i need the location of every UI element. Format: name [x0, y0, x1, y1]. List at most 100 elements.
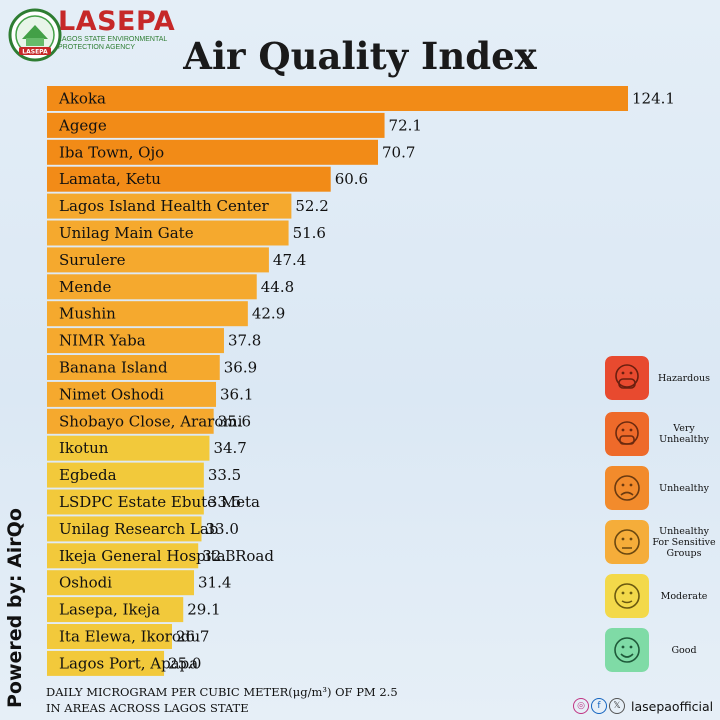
bar-11 [47, 381, 217, 407]
bar-label-5: Unilag Main Gate [59, 224, 194, 242]
bar-5 [47, 220, 289, 246]
bar-label-7: Mende [59, 278, 111, 296]
footnote-line-1: DAILY MICROGRAM PER CUBIC METER(μg/m³) O… [46, 685, 398, 699]
bar-label-19: Lasepa, Ikeja [59, 601, 160, 619]
bar-label-17: Ikeja General Hospital Road [59, 547, 274, 565]
bar-label-14: Egbeda [59, 466, 117, 484]
value-label-7: 44.8 [261, 278, 294, 296]
good-face-icon [605, 628, 649, 672]
bar-15 [47, 489, 204, 515]
bar-label-11: Nimet Oshodi [59, 385, 164, 403]
legend-label-very-unhealthy: Very Unhealthy [659, 423, 709, 445]
value-label-9: 37.8 [228, 332, 261, 350]
x-icon[interactable]: 𝕏 [609, 698, 625, 714]
bar-label-16: Unilag Research Lab [59, 520, 218, 538]
bar-4 [47, 193, 292, 219]
value-label-13: 34.7 [213, 439, 246, 457]
value-label-21: 25.0 [168, 654, 201, 672]
bar-20 [47, 624, 173, 649]
bar-2 [47, 139, 378, 165]
bar-label-15: LSDPC Estate Ebute Meta [59, 493, 260, 511]
unhealthy-face-icon [605, 466, 649, 510]
bar-17 [47, 543, 199, 569]
legend-label-hazardous: Hazardous [658, 372, 710, 384]
very-unhealthy-face-icon [605, 412, 649, 456]
legend-item-very-unhealthy: Very Unhealthy [605, 412, 717, 456]
bar-7 [47, 274, 257, 300]
hazardous-face-icon [605, 356, 649, 400]
bar-13 [47, 435, 210, 461]
social-handles: ◎ f 𝕏 lasepaofficial [573, 696, 713, 716]
bar-label-1: Agege [58, 116, 107, 134]
bar-14 [47, 462, 204, 488]
value-label-17: 32.3 [202, 547, 235, 565]
bar-label-21: Lagos Port, Apapa [59, 654, 198, 672]
value-label-4: 52.2 [295, 197, 328, 215]
legend-label-good: Good [671, 644, 697, 656]
bar-label-6: Surulere [59, 251, 126, 269]
logo-badge-text: LASEPA [22, 49, 48, 56]
legend-item-moderate: Moderate [605, 574, 717, 618]
legend-item-sensitive: Unhealthy For Sensitive Groups [605, 520, 717, 564]
bar-3 [47, 166, 331, 192]
value-label-3: 60.6 [335, 170, 368, 188]
bar-10 [47, 355, 220, 380]
chart-title: Air Quality Index [183, 34, 537, 78]
sensitive-face-icon [605, 520, 649, 564]
value-label-6: 47.4 [273, 251, 306, 269]
bar-21 [47, 650, 165, 676]
bar-8 [47, 301, 248, 327]
bar-1 [47, 112, 385, 138]
legend-label-unhealthy: Unhealthy [659, 482, 709, 494]
bar-label-18: Oshodi [59, 574, 112, 592]
facebook-icon[interactable]: f [591, 698, 607, 714]
legend-item-hazardous: Hazardous [605, 356, 717, 400]
legend-item-good: Good [605, 628, 717, 672]
brand-block: LASEPA Lagos State Environmental Protect… [58, 8, 178, 52]
bar-label-12: Shobayo Close, Araromi [59, 412, 243, 430]
value-label-5: 51.6 [293, 224, 326, 242]
bar-label-2: Iba Town, Ojo [59, 143, 164, 161]
social-handle: lasepaofficial [631, 698, 714, 714]
value-label-10: 36.9 [224, 359, 257, 377]
value-label-1: 72.1 [389, 116, 422, 134]
bar-label-3: Lamata, Ketu [59, 170, 161, 188]
value-label-18: 31.4 [198, 574, 231, 592]
brand-subtitle: Lagos State Environmental Protection Age… [58, 36, 168, 51]
bar-12 [47, 408, 214, 434]
bar-16 [47, 516, 202, 542]
value-label-20: 26.7 [176, 628, 209, 646]
powered-by-label: Powered by: AirQo [4, 508, 26, 708]
value-label-15: 33.5 [208, 493, 241, 511]
chart-footnote: DAILY MICROGRAM PER CUBIC METER(μg/m³) O… [46, 684, 398, 716]
value-label-0: 124.1 [632, 90, 675, 108]
bar-label-8: Mushin [59, 305, 116, 323]
bar-18 [47, 570, 195, 596]
value-label-14: 33.5 [208, 466, 241, 484]
value-label-11: 36.1 [220, 385, 253, 403]
bar-label-20: Ita Elewa, Ikorodu [59, 628, 200, 646]
value-label-12: 35.6 [218, 412, 251, 430]
moderate-face-icon [605, 574, 649, 618]
bar-label-0: Akoka [58, 90, 106, 108]
value-label-16: 33.0 [205, 520, 238, 538]
bar-19 [47, 597, 184, 623]
legend-label-sensitive: Unhealthy For Sensitive Groups [652, 525, 716, 559]
bar-label-10: Banana Island [59, 359, 168, 377]
bar-0 [47, 86, 628, 111]
brand-name: LASEPA [58, 6, 176, 37]
legend-label-moderate: Moderate [660, 590, 708, 602]
value-label-2: 70.7 [382, 143, 415, 161]
legend-item-unhealthy: Unhealthy [605, 466, 717, 510]
value-label-19: 29.1 [187, 601, 220, 619]
bar-label-9: NIMR Yaba [59, 332, 146, 350]
bar-6 [47, 247, 269, 273]
lasepa-logo: LASEPA [8, 8, 62, 62]
value-label-8: 42.9 [252, 305, 285, 323]
bar-label-4: Lagos Island Health Center [59, 197, 269, 215]
footnote-line-2: IN AREAS ACROSS LAGOS STATE [46, 701, 249, 715]
bar-9 [47, 328, 224, 354]
bar-label-13: Ikotun [59, 439, 109, 457]
instagram-icon[interactable]: ◎ [573, 698, 589, 714]
